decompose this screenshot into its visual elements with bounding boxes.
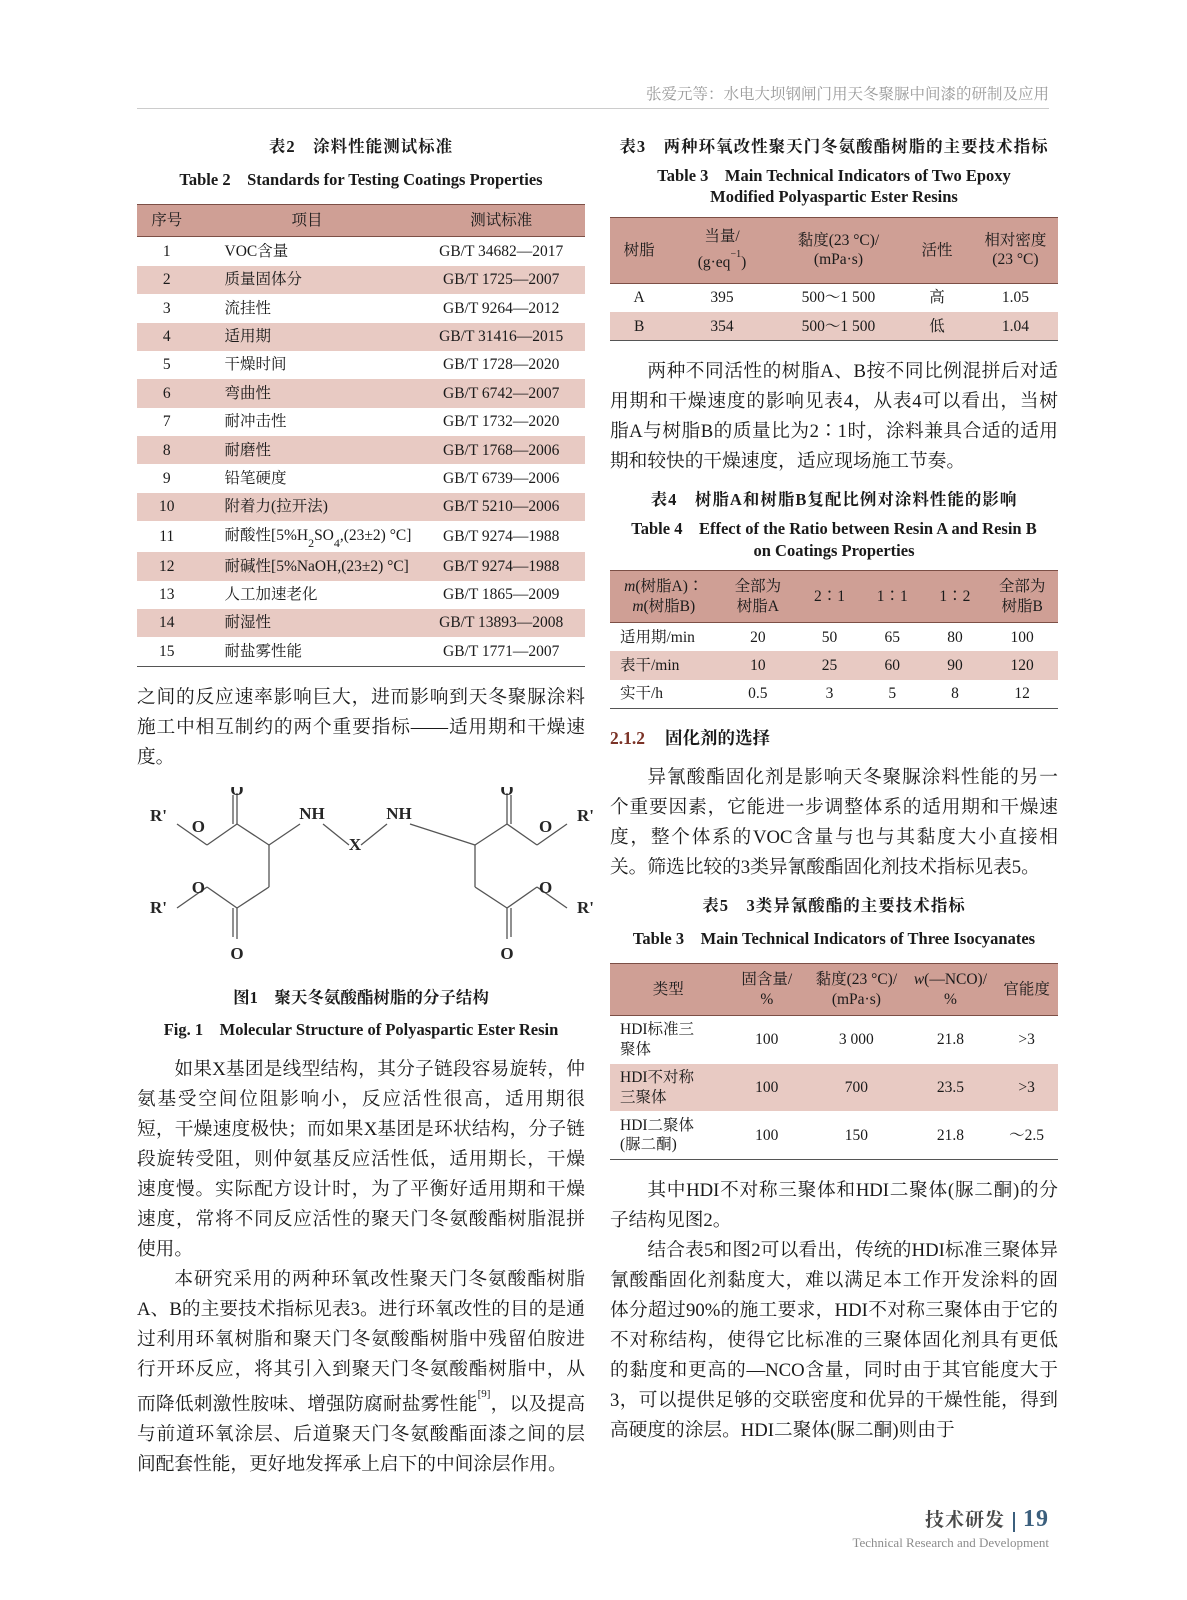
- svg-text:R': R': [577, 806, 594, 825]
- svg-text:X: X: [349, 835, 362, 854]
- svg-text:O: O: [539, 878, 552, 897]
- svg-text:R': R': [150, 898, 167, 917]
- svg-text:O: O: [500, 944, 513, 963]
- svg-text:O: O: [192, 878, 205, 897]
- svg-text:O: O: [230, 944, 243, 963]
- svg-text:NH: NH: [299, 804, 325, 823]
- svg-text:R': R': [577, 898, 594, 917]
- svg-text:O: O: [230, 787, 243, 799]
- svg-text:O: O: [192, 817, 205, 836]
- svg-text:NH: NH: [386, 804, 412, 823]
- svg-text:O: O: [539, 817, 552, 836]
- svg-text:O: O: [500, 787, 513, 799]
- svg-text:R': R': [150, 806, 167, 825]
